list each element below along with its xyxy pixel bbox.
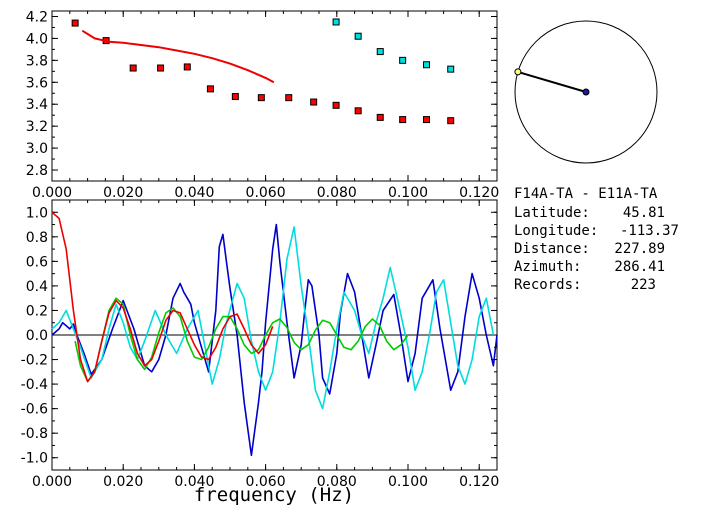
velocity-panel: 2.8 3.0 3.2 3.4 3.6 3.8 4.0 4.2 0.000 0.020 0.040… — [26, 9, 500, 201]
y-tick-label: -1.0 — [21, 451, 48, 467]
station-pair: F14A-TA - E11A-TA — [514, 186, 658, 202]
longitude-value: -113.37 — [620, 223, 679, 239]
y-tick-label: 3.8 — [26, 53, 48, 69]
data-point-marker — [354, 32, 362, 40]
x-axis-title: frequency (Hz) — [194, 484, 354, 506]
y-tick-label: 0.8 — [26, 230, 48, 246]
velocity-axis-ticks — [51, 11, 498, 182]
y-tick-label: 4.2 — [26, 9, 48, 25]
correlation-x-tick-labels: 0.000 0.020 0.040 0.060 0.080 0.100 0.120 — [32, 474, 499, 490]
x-tick-label: 0.000 — [32, 185, 72, 201]
x-tick-label: 0.120 — [459, 185, 499, 201]
velocity-plot-frame — [51, 10, 498, 182]
y-tick-label: 0.4 — [26, 279, 48, 295]
y-tick-label: 4.0 — [26, 31, 48, 47]
azimuth-needle — [517, 70, 587, 93]
data-point-marker — [183, 63, 191, 71]
data-point-marker — [257, 94, 265, 102]
data-point-marker — [129, 64, 137, 72]
data-point-marker — [310, 98, 318, 106]
azimuth-label: Azimuth: — [514, 259, 581, 275]
y-tick-label: -0.6 — [21, 402, 48, 418]
series-line-2 — [74, 297, 409, 383]
series-line-1 — [51, 226, 495, 410]
data-point-marker — [423, 61, 431, 69]
dial-center-dot — [582, 88, 590, 96]
x-tick-label: 0.060 — [246, 474, 286, 490]
data-point-marker — [447, 65, 455, 73]
longitude-label: Longitude: — [514, 223, 598, 239]
records-label: Records: — [514, 277, 581, 293]
azimuth-value: 286.41 — [614, 259, 665, 275]
y-tick-label: 0.2 — [26, 303, 48, 319]
records-value: 223 — [631, 277, 656, 293]
x-tick-label: 0.000 — [32, 474, 72, 490]
x-tick-label: 0.100 — [388, 474, 428, 490]
y-tick-label: 1.0 — [26, 205, 48, 221]
data-point-marker — [354, 107, 362, 115]
data-point-marker — [206, 85, 214, 93]
y-tick-label: 0.0 — [26, 328, 48, 344]
velocity-x-tick-labels: 0.000 0.020 0.040 0.060 0.080 0.100 0.120 — [32, 185, 499, 201]
y-tick-label: -0.2 — [21, 353, 48, 369]
data-point-marker — [447, 117, 455, 125]
data-point-marker — [332, 101, 340, 109]
data-point-marker — [285, 94, 293, 102]
x-tick-label: 0.060 — [246, 185, 286, 201]
station-info: F14A-TA - E11A-TA Latitude: 45.81 Longit… — [514, 186, 679, 293]
data-point-marker — [423, 116, 431, 124]
correlation-panel: 1.0 0.8 0.6 0.4 0.2 0.0 -0.2 -0.4 -0.6 -0.8 -1.0 0… — [21, 199, 499, 506]
azimuth-dial — [514, 20, 658, 164]
data-point-marker — [231, 93, 239, 101]
data-point-marker — [399, 116, 407, 124]
latitude-label: Latitude: — [514, 205, 590, 221]
data-point-marker — [157, 64, 165, 72]
x-tick-label: 0.020 — [103, 185, 143, 201]
x-tick-label: 0.040 — [174, 474, 214, 490]
latitude-value: 45.81 — [623, 205, 665, 221]
y-tick-label: -0.8 — [21, 426, 48, 442]
y-tick-label: 2.8 — [26, 163, 48, 179]
y-tick-label: -0.4 — [21, 377, 48, 393]
y-tick-label: 3.2 — [26, 119, 48, 135]
data-point-marker — [399, 56, 407, 64]
data-point-marker — [332, 18, 340, 26]
series-line-0 — [51, 223, 498, 457]
y-tick-label: 0.6 — [26, 254, 48, 270]
x-tick-label: 0.120 — [459, 474, 499, 490]
series-line-3 — [51, 211, 274, 383]
distance-value: 227.89 — [614, 241, 665, 257]
series-line-2 — [81, 29, 275, 84]
velocity-y-tick-labels: 2.8 3.0 3.2 3.4 3.6 3.8 4.0 4.2 — [26, 9, 48, 179]
correlation-series — [51, 211, 498, 457]
y-tick-label: 3.4 — [26, 97, 48, 113]
velocity-series — [71, 18, 455, 125]
x-tick-label: 0.020 — [103, 474, 143, 490]
dial-circle — [514, 20, 658, 164]
x-tick-label: 0.040 — [174, 185, 214, 201]
data-point-marker — [71, 19, 79, 27]
data-point-marker — [376, 48, 384, 56]
x-tick-label: 0.100 — [388, 185, 428, 201]
distance-label: Distance: — [514, 241, 590, 257]
y-tick-label: 3.0 — [26, 141, 48, 157]
x-tick-label: 0.080 — [317, 185, 357, 201]
data-point-marker — [376, 113, 384, 121]
dial-tip-dot — [514, 68, 522, 76]
x-tick-label: 0.080 — [317, 474, 357, 490]
correlation-y-tick-labels: 1.0 0.8 0.6 0.4 0.2 0.0 -0.2 -0.4 -0.6 -0.8 -1.0 — [21, 205, 48, 466]
y-tick-label: 3.6 — [26, 75, 48, 91]
